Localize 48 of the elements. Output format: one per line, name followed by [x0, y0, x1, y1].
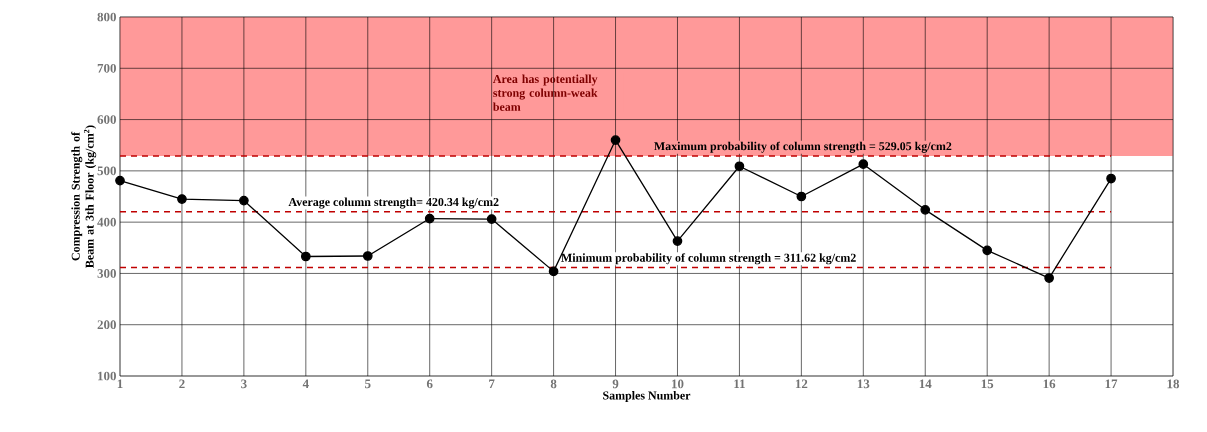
y-tick-label: 300 — [97, 269, 116, 278]
x-tick-label: 14 — [919, 379, 932, 389]
x-tick-label: 5 — [365, 379, 371, 389]
x-tick-label: 1 — [117, 379, 123, 389]
x-tick-label: 16 — [1043, 379, 1056, 389]
x-tick-label: 6 — [426, 379, 433, 389]
y-tick-label: 600 — [97, 115, 116, 124]
x-tick-label: 13 — [857, 379, 870, 389]
y-axis-title: Compression Strength of Beam at 3th Floor (kg/cm$^{2}$) — [71, 125, 97, 268]
point — [672, 236, 683, 246]
x-tick-label: 11 — [734, 379, 745, 389]
point — [362, 251, 373, 261]
x-tick-label: 2 — [179, 379, 185, 389]
x-tick-label: 15 — [981, 379, 994, 389]
point — [486, 214, 497, 224]
y-tick-label: 200 — [97, 320, 116, 330]
point — [920, 204, 931, 215]
y-tick-label: 700 — [97, 63, 116, 73]
y-tick-label: 100 — [98, 371, 116, 381]
point — [858, 159, 869, 170]
point — [177, 194, 187, 204]
point — [115, 175, 125, 186]
x-tick-label: 10 — [672, 379, 684, 389]
ref-line-label: Minimum probability of column strength = 311.62 kg/cm2 — [561, 253, 856, 265]
x-tick-label: 18 — [1167, 379, 1180, 389]
ref-line-label: Average column strength= 420.34 kg/cm2 — [288, 197, 499, 209]
y-tick-label: 800 — [97, 12, 116, 22]
point — [734, 161, 745, 172]
y-tick-label: 400 — [97, 217, 116, 227]
point — [300, 251, 311, 262]
point — [1106, 173, 1116, 184]
point — [610, 135, 621, 145]
x-tick-label: 3 — [241, 379, 247, 389]
x-tick-label: 8 — [550, 379, 557, 389]
point — [1044, 273, 1054, 283]
point — [796, 191, 807, 202]
ref-line-label: Maximum probability of column strength = 529.05 kg/cm2 — [654, 141, 952, 153]
y-tick-label: 500 — [97, 166, 116, 176]
point — [548, 266, 559, 277]
point — [982, 245, 993, 256]
point — [424, 213, 435, 224]
x-axis-title: Samples Number — [603, 391, 691, 402]
x-tick-label: 4 — [302, 379, 309, 389]
x-tick-label: 12 — [795, 379, 808, 389]
x-tick-label: 17 — [1105, 379, 1118, 389]
x-tick-label: 9 — [612, 379, 619, 389]
x-tick-label: 7 — [489, 379, 495, 388]
point — [239, 195, 249, 206]
